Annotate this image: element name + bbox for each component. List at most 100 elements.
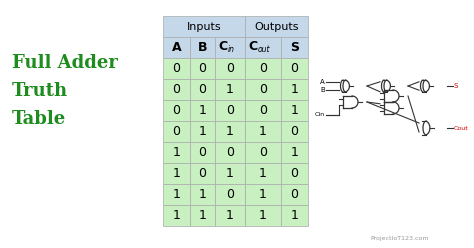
- FancyBboxPatch shape: [163, 121, 190, 142]
- FancyBboxPatch shape: [245, 163, 281, 184]
- Text: 0: 0: [199, 146, 207, 159]
- Text: 1: 1: [226, 83, 234, 96]
- FancyBboxPatch shape: [190, 79, 215, 100]
- FancyBboxPatch shape: [215, 121, 245, 142]
- FancyBboxPatch shape: [163, 205, 190, 226]
- FancyBboxPatch shape: [190, 58, 215, 79]
- FancyBboxPatch shape: [281, 121, 308, 142]
- Text: 1: 1: [173, 146, 181, 159]
- Text: 1: 1: [226, 167, 234, 180]
- Text: ProjectIoT123.com: ProjectIoT123.com: [371, 236, 429, 241]
- FancyBboxPatch shape: [190, 37, 215, 58]
- Text: in: in: [228, 45, 235, 54]
- Text: A: A: [320, 79, 325, 85]
- Text: 0: 0: [226, 104, 234, 117]
- FancyBboxPatch shape: [163, 58, 190, 79]
- Text: Outputs: Outputs: [254, 22, 299, 31]
- FancyBboxPatch shape: [215, 79, 245, 100]
- FancyBboxPatch shape: [215, 205, 245, 226]
- FancyBboxPatch shape: [245, 184, 281, 205]
- Text: Inputs: Inputs: [187, 22, 221, 31]
- FancyBboxPatch shape: [245, 205, 281, 226]
- Text: 0: 0: [226, 146, 234, 159]
- FancyBboxPatch shape: [245, 121, 281, 142]
- Text: 0: 0: [259, 104, 267, 117]
- Text: 0: 0: [259, 62, 267, 75]
- FancyBboxPatch shape: [281, 100, 308, 121]
- FancyBboxPatch shape: [163, 163, 190, 184]
- Text: 1: 1: [173, 188, 181, 201]
- FancyBboxPatch shape: [281, 205, 308, 226]
- FancyBboxPatch shape: [281, 163, 308, 184]
- Text: 1: 1: [226, 209, 234, 222]
- Text: Table: Table: [12, 110, 66, 128]
- Text: 1: 1: [199, 209, 207, 222]
- Text: C: C: [219, 40, 228, 53]
- Text: S: S: [454, 83, 458, 89]
- FancyBboxPatch shape: [215, 58, 245, 79]
- Text: 1: 1: [173, 209, 181, 222]
- FancyBboxPatch shape: [190, 100, 215, 121]
- FancyBboxPatch shape: [190, 184, 215, 205]
- Text: 0: 0: [226, 188, 234, 201]
- Text: out: out: [258, 45, 271, 54]
- Text: B: B: [198, 41, 207, 54]
- FancyBboxPatch shape: [215, 184, 245, 205]
- Text: 1: 1: [291, 104, 299, 117]
- FancyBboxPatch shape: [190, 142, 215, 163]
- Text: 0: 0: [291, 188, 299, 201]
- FancyBboxPatch shape: [163, 16, 245, 37]
- FancyBboxPatch shape: [245, 142, 281, 163]
- FancyBboxPatch shape: [190, 163, 215, 184]
- FancyBboxPatch shape: [190, 121, 215, 142]
- Text: 0: 0: [259, 83, 267, 96]
- Text: 1: 1: [291, 209, 299, 222]
- FancyBboxPatch shape: [215, 163, 245, 184]
- FancyBboxPatch shape: [245, 58, 281, 79]
- Text: 1: 1: [259, 125, 267, 138]
- FancyBboxPatch shape: [163, 184, 190, 205]
- Text: 0: 0: [173, 125, 181, 138]
- Text: 0: 0: [173, 83, 181, 96]
- Text: 1: 1: [259, 209, 267, 222]
- Text: 1: 1: [226, 125, 234, 138]
- Text: A: A: [172, 41, 182, 54]
- Text: C: C: [249, 40, 258, 53]
- Text: 0: 0: [291, 62, 299, 75]
- Text: 1: 1: [173, 167, 181, 180]
- FancyBboxPatch shape: [281, 37, 308, 58]
- Text: 1: 1: [291, 83, 299, 96]
- Text: 0: 0: [199, 167, 207, 180]
- Text: 0: 0: [226, 62, 234, 75]
- Text: 0: 0: [291, 167, 299, 180]
- FancyBboxPatch shape: [163, 79, 190, 100]
- Text: 1: 1: [291, 146, 299, 159]
- Text: 0: 0: [173, 104, 181, 117]
- Text: Cout: Cout: [454, 125, 469, 130]
- FancyBboxPatch shape: [245, 79, 281, 100]
- Text: 1: 1: [259, 167, 267, 180]
- FancyBboxPatch shape: [245, 37, 281, 58]
- Text: 1: 1: [259, 188, 267, 201]
- FancyBboxPatch shape: [281, 184, 308, 205]
- Text: S: S: [290, 41, 299, 54]
- Text: 1: 1: [199, 188, 207, 201]
- Text: 0: 0: [259, 146, 267, 159]
- FancyBboxPatch shape: [281, 58, 308, 79]
- Text: 0: 0: [291, 125, 299, 138]
- FancyBboxPatch shape: [245, 16, 308, 37]
- FancyBboxPatch shape: [215, 142, 245, 163]
- FancyBboxPatch shape: [281, 79, 308, 100]
- Text: Cin: Cin: [315, 113, 325, 118]
- Text: 0: 0: [199, 62, 207, 75]
- FancyBboxPatch shape: [215, 37, 245, 58]
- Text: 1: 1: [199, 125, 207, 138]
- FancyBboxPatch shape: [163, 37, 190, 58]
- FancyBboxPatch shape: [163, 100, 190, 121]
- Text: B: B: [320, 87, 325, 93]
- Text: Truth: Truth: [12, 82, 68, 100]
- FancyBboxPatch shape: [163, 142, 190, 163]
- Text: Full Adder: Full Adder: [12, 54, 118, 72]
- FancyBboxPatch shape: [215, 100, 245, 121]
- Text: 1: 1: [199, 104, 207, 117]
